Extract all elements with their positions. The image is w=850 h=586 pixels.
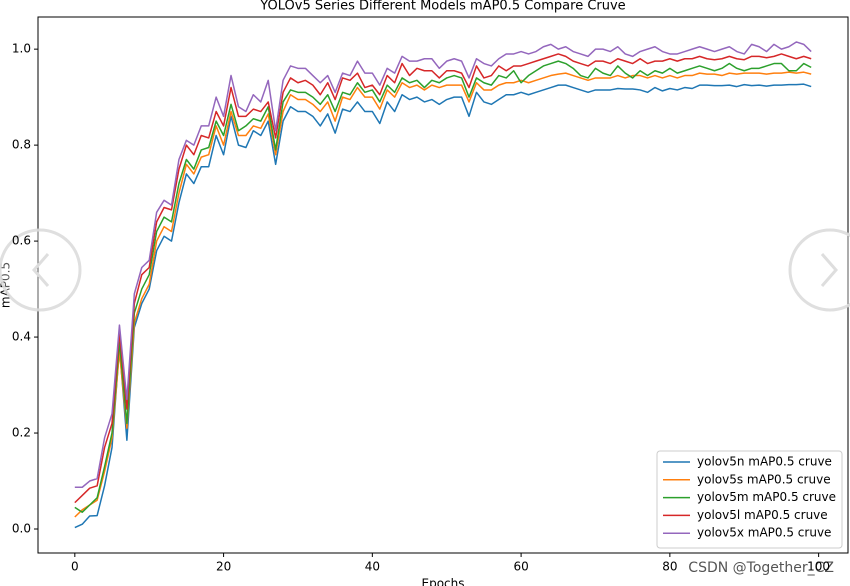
- legend-label: yolov5x mAP0.5 cruve: [697, 526, 831, 540]
- plot-area: [74, 41, 812, 529]
- watermark: CSDN @Together_CZ: [688, 560, 834, 576]
- y-tick-label: 1.0: [12, 42, 31, 56]
- y-tick-label: 0.6: [12, 234, 31, 248]
- x-tick-label: 20: [216, 560, 231, 574]
- data-line: [74, 71, 812, 518]
- y-tick-label: 0.8: [12, 138, 31, 152]
- legend-box: [656, 450, 843, 549]
- x-tick-label: 80: [662, 560, 677, 574]
- y-tick-label: 0.0: [12, 522, 31, 536]
- legend-label: yolov5m mAP0.5 cruve: [697, 490, 836, 504]
- prev-button[interactable]: [0, 228, 82, 312]
- data-line: [74, 41, 812, 489]
- legend-label: yolov5s mAP0.5 cruve: [697, 472, 831, 486]
- x-tick-label: 60: [513, 560, 528, 574]
- next-button[interactable]: [788, 228, 850, 312]
- legend-label: yolov5n mAP0.5 cruve: [697, 455, 832, 469]
- x-axis-label: Epochs: [422, 577, 465, 586]
- x-tick-label: 40: [365, 560, 380, 574]
- data-line: [74, 53, 812, 504]
- next-arrow: [820, 253, 838, 287]
- axes-frame: [37, 16, 849, 554]
- legend: yolov5n mAP0.5 cruve yolov5s mAP0.5 cruve…: [656, 450, 843, 549]
- chart-title: YOLOv5 Series Different Models mAP0.5 Co…: [259, 0, 625, 14]
- y-tick-label: 0.2: [12, 426, 31, 440]
- prev-arrow: [32, 253, 50, 287]
- x-tick-label: 100: [807, 560, 830, 574]
- legend-label: yolov5l mAP0.5 cruve: [697, 508, 828, 522]
- x-tick-label: 0: [71, 560, 79, 574]
- y-tick-label: 0.4: [12, 330, 31, 344]
- data-line: [74, 60, 812, 513]
- data-line: [74, 83, 812, 529]
